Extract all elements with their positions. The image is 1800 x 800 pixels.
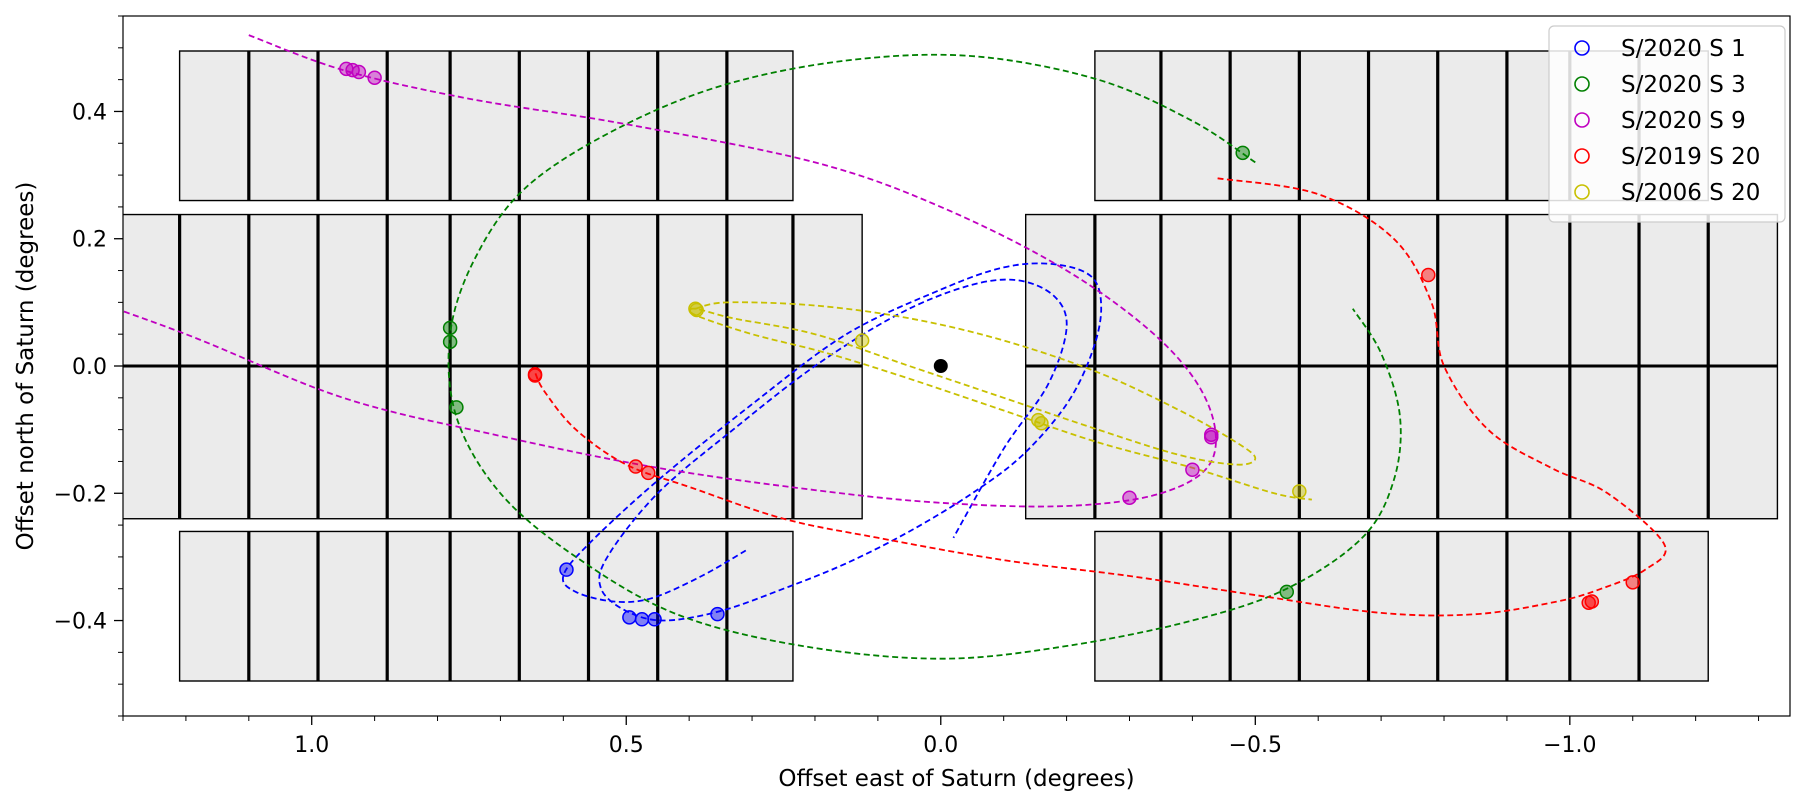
- y-tick-label-5: −0.4: [54, 610, 107, 635]
- y-tick-label-1: 0.4: [72, 100, 107, 125]
- x-tick-label-2: 0.5: [609, 733, 644, 758]
- y-tick-label-2: 0.2: [72, 228, 107, 253]
- orbit-tracks: [123, 34, 1667, 660]
- legend-marker-5: [1574, 184, 1590, 200]
- x-axis-label: Offset east of Saturn (degrees): [778, 766, 1134, 792]
- legend-label-4: S/2019 S 20: [1621, 144, 1760, 170]
- position-marker-4-7: [1581, 595, 1596, 610]
- x-tick-label-5: −1.0: [1543, 733, 1596, 758]
- saturn-marker: [933, 359, 948, 373]
- orbit-path-2: [447, 53, 1402, 660]
- detector-chip-5: [178, 530, 794, 682]
- position-marker-4-8: [1625, 575, 1640, 590]
- position-marker-2-4: [449, 400, 464, 415]
- legend-label-2: S/2020 S 3: [1621, 72, 1746, 98]
- axes: 1.0 0.5 0.0 −0.5 −1.0 0.4 0.2 0.0 −0.2 −0.4: [54, 15, 1760, 758]
- moon-positions: [339, 61, 1640, 627]
- legend-marker-4: [1574, 148, 1590, 164]
- y-axis-label: Offset north of Saturn (degrees): [13, 182, 39, 551]
- position-marker-4-3: [628, 459, 643, 474]
- x-tick-label-4: −0.5: [1229, 733, 1282, 758]
- legend-label-5: S/2006 S 20: [1621, 180, 1760, 206]
- position-marker-5-5: [1034, 416, 1049, 431]
- position-marker-4-5: [1421, 267, 1436, 283]
- position-marker-2-1: [1235, 145, 1250, 161]
- legend-label-1: S/2020 S 1: [1621, 36, 1746, 62]
- orbit-path-5: [688, 301, 1313, 501]
- position-marker-3-7: [1185, 462, 1200, 477]
- position-marker-2-3: [442, 334, 458, 350]
- position-marker-4-4: [641, 465, 656, 481]
- position-marker-3-3: [351, 64, 367, 80]
- position-marker-5-6: [1292, 484, 1307, 499]
- detector-fields: [123, 50, 1779, 682]
- legend-label-3: S/2020 S 9: [1621, 108, 1746, 134]
- position-marker-5-3: [854, 333, 870, 348]
- orbit-path-1: [562, 262, 1103, 622]
- position-marker-3-6: [1204, 430, 1219, 445]
- legend: S/2020 S 1 S/2020 S 3 S/2020 S 9 S/2019 S 2…: [1548, 25, 1786, 223]
- position-marker-4-2: [527, 368, 543, 383]
- y-tick-label-3: 0.0: [72, 355, 107, 380]
- position-marker-2-2: [442, 320, 458, 336]
- orbit-path-3: [123, 34, 1217, 508]
- position-marker-1-2: [622, 610, 637, 625]
- detector-chip-6: [1094, 530, 1709, 682]
- position-marker-1-4: [647, 612, 662, 627]
- orbit-path-4: [534, 177, 1667, 617]
- x-tick-label-1: 1.0: [294, 733, 329, 758]
- x-tick-label-3: 0.0: [923, 733, 958, 758]
- position-marker-1-3: [634, 612, 650, 627]
- position-marker-2-5: [1279, 584, 1295, 600]
- position-marker-5-2: [689, 302, 704, 318]
- position-marker-1-5: [710, 606, 725, 622]
- legend-box: [1548, 25, 1786, 223]
- y-tick-label-4: −0.2: [54, 482, 107, 507]
- position-marker-3-8: [1122, 490, 1137, 505]
- legend-marker-3: [1574, 112, 1590, 128]
- detector-chip-1: [178, 50, 794, 202]
- legend-marker-1: [1574, 40, 1590, 56]
- position-marker-1-1: [559, 562, 574, 577]
- position-marker-3-4: [367, 70, 382, 85]
- legend-marker-2: [1574, 76, 1590, 92]
